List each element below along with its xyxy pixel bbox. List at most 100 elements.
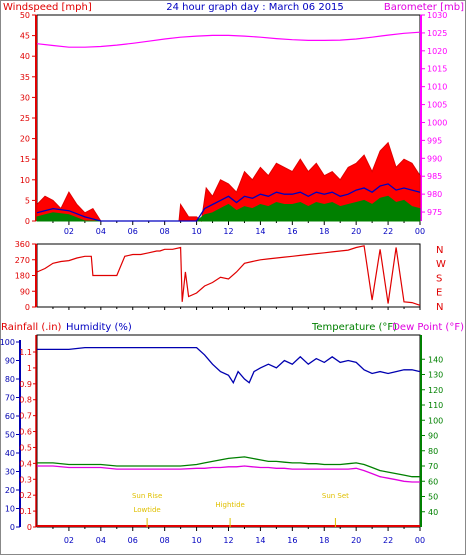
humidity-tick-label: 10 — [5, 505, 15, 514]
humidity-tick-label: 0 — [10, 523, 15, 532]
annotation-label: Sun Set — [322, 492, 349, 500]
temp-tick-label: 130 — [428, 371, 443, 380]
x-tick-label: 22 — [383, 536, 393, 545]
humidity-tick-label: 70 — [5, 394, 15, 403]
chart-title: 24 hour graph day : March 06 2015 — [166, 2, 344, 13]
baro-tick-label: 1030 — [427, 11, 447, 20]
x-tick-label: 12 — [223, 536, 233, 545]
x-tick-label: 14 — [255, 536, 265, 545]
rain-tick-label: 1.1 — [19, 348, 32, 357]
temp-tick-label: 70 — [428, 462, 438, 471]
x-tick-label: 16 — [287, 227, 297, 236]
annotation-label: Sun Rise — [132, 492, 162, 500]
rain-tick-label: 0.4 — [19, 459, 32, 468]
wind-tick-label: 25 — [20, 114, 30, 123]
rain-tick-label: 0 — [27, 523, 32, 532]
wind-tick-label: 30 — [20, 93, 30, 102]
compass-label: W — [436, 259, 446, 270]
rain-tick-label: 0.8 — [19, 396, 32, 405]
rain-tick-label: 0.2 — [19, 491, 32, 500]
temp-tick-label: 110 — [428, 401, 443, 410]
compass-label: S — [436, 273, 442, 284]
rain-tick-label: 0.7 — [19, 412, 32, 421]
humidity-tick-label: 30 — [5, 468, 15, 477]
baro-tick-label: 1020 — [427, 47, 447, 56]
compass-label: N — [436, 302, 443, 313]
barometer-line — [36, 31, 421, 48]
temp-tick-label: 40 — [428, 508, 438, 517]
temp-tick-label: 120 — [428, 386, 443, 395]
x-tick-label: 02 — [64, 536, 74, 545]
humidity-tick-label: 100 — [0, 338, 15, 347]
baro-tick-label: 1015 — [427, 65, 447, 74]
baro-tick-label: 975 — [427, 208, 442, 217]
x-tick-label: 22 — [383, 227, 393, 236]
temp-tick-label: 100 — [428, 416, 443, 425]
direction-tick-label: 360 — [15, 240, 30, 249]
annotation-label: Lowtide — [133, 506, 160, 514]
humidity-plot-area — [36, 334, 421, 528]
direction-line — [36, 245, 421, 306]
rain-tick-label: 1 — [27, 364, 32, 373]
wind-tick-label: 0 — [25, 217, 30, 226]
barometer-axis-label: Barometer [mb] — [384, 2, 464, 13]
x-tick-label: 14 — [255, 227, 265, 236]
average-wind-line — [36, 183, 421, 222]
x-tick-label: 20 — [351, 536, 361, 545]
temp-tick-label: 50 — [428, 493, 438, 502]
temperature-line — [37, 456, 420, 478]
humidity-temperature-panel: 010203040506070809010000.10.20.30.40.50.… — [0, 334, 443, 545]
direction-tick-label: 270 — [15, 256, 30, 265]
temp-tick-label: 140 — [428, 355, 443, 364]
humidity-tick-label: 80 — [5, 375, 15, 384]
humidity-line — [37, 346, 421, 385]
baro-tick-label: 1010 — [427, 83, 447, 92]
compass-label: E — [436, 288, 442, 299]
direction-tick-label: 90 — [20, 287, 30, 296]
humidity-axis-label: Humidity (%) — [66, 322, 132, 333]
wind-tick-label: 50 — [20, 11, 30, 20]
x-tick-label: 06 — [128, 227, 138, 236]
wind-tick-label: 10 — [20, 176, 30, 185]
baro-tick-label: 990 — [427, 154, 442, 163]
x-tick-label: 10 — [191, 227, 201, 236]
wind-tick-label: 45 — [20, 32, 30, 41]
wind-tick-label: 5 — [25, 196, 30, 205]
x-tick-label: 02 — [64, 227, 74, 236]
x-tick-label: 00 — [415, 536, 425, 545]
x-tick-label: 06 — [128, 536, 138, 545]
rain-tick-label: 0.5 — [19, 443, 32, 452]
x-tick-label: 16 — [287, 536, 297, 545]
dewpoint-axis-label: Dew Point (°F) — [392, 322, 464, 333]
wind-tick-label: 40 — [20, 52, 30, 61]
x-tick-label: 18 — [319, 227, 329, 236]
gust-area — [36, 141, 421, 222]
temp-tick-label: 90 — [428, 432, 438, 441]
rain-tick-label: 0.9 — [19, 380, 32, 389]
rain-tick-label: 0.1 — [19, 507, 32, 516]
humidity-tick-label: 60 — [5, 412, 15, 421]
x-tick-label: 08 — [160, 536, 170, 545]
x-tick-label: 00 — [415, 227, 425, 236]
baro-tick-label: 995 — [427, 136, 442, 145]
baro-tick-label: 1005 — [427, 101, 447, 110]
windspeed-axis-label: Windspeed [mph] — [3, 2, 92, 13]
x-tick-label: 20 — [351, 227, 361, 236]
direction-tick-label: 0 — [25, 303, 30, 312]
direction-tick-label: 180 — [15, 272, 30, 281]
humidity-tick-label: 20 — [5, 486, 15, 495]
baro-tick-label: 980 — [427, 190, 442, 199]
humidity-tick-label: 90 — [5, 357, 15, 366]
rain-tick-label: 0.6 — [19, 428, 32, 437]
temp-tick-label: 80 — [428, 447, 438, 456]
baro-tick-label: 985 — [427, 172, 442, 181]
baro-tick-label: 1025 — [427, 29, 447, 38]
x-tick-label: 08 — [160, 227, 170, 236]
humidity-tick-label: 40 — [5, 449, 15, 458]
x-tick-label: 04 — [96, 536, 106, 545]
wind-tick-label: 15 — [20, 155, 30, 164]
x-tick-label: 18 — [319, 536, 329, 545]
baro-tick-label: 1000 — [427, 118, 447, 127]
